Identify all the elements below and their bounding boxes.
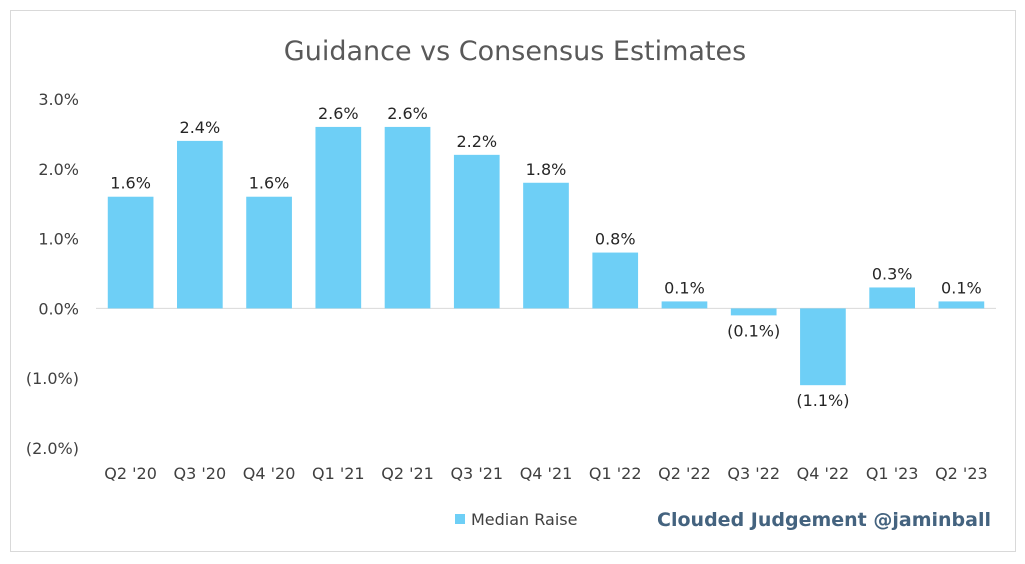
y-tick-label: 2.0% xyxy=(38,160,79,179)
bar-chart: Guidance vs Consensus Estimates 3.0% 2.0%… xyxy=(26,36,996,529)
bar xyxy=(246,196,292,309)
x-tick-label: Q2 '22 xyxy=(658,464,711,483)
data-label: 2.6% xyxy=(387,104,428,123)
data-label: 1.8% xyxy=(526,160,567,179)
bar xyxy=(869,287,915,309)
bar xyxy=(107,196,154,309)
data-label: 0.3% xyxy=(872,264,913,283)
data-label: 2.4% xyxy=(180,118,221,137)
x-tick-label: Q2 '20 xyxy=(104,464,157,483)
x-tick-label: Q1 '23 xyxy=(866,464,919,483)
y-tick-label: 0.0% xyxy=(38,299,79,318)
bar xyxy=(315,126,362,309)
x-tick-label: Q4 '21 xyxy=(520,464,573,483)
bars-group: 1.6% 2.4% 1.6% 2.6% 2.6% 2.2% 1.8% 0.8% 0.1% (0.1… xyxy=(107,104,985,410)
x-tick-label: Q2 '23 xyxy=(935,464,988,483)
x-tick-label: Q4 '22 xyxy=(797,464,850,483)
legend: Median Raise xyxy=(455,510,577,529)
x-tick-label: Q1 '21 xyxy=(312,464,365,483)
y-tick-label: (1.0%) xyxy=(26,369,79,388)
bar xyxy=(592,252,639,309)
bar xyxy=(800,308,846,386)
bar xyxy=(730,308,777,316)
bar xyxy=(523,182,569,309)
bar xyxy=(938,301,985,309)
data-label: 2.6% xyxy=(318,104,359,123)
data-label: 0.1% xyxy=(941,278,982,297)
y-tick-label: (2.0%) xyxy=(26,439,79,458)
bar xyxy=(661,301,708,309)
x-tick-label: Q3 '21 xyxy=(450,464,503,483)
x-axis: Q2 '20 Q3 '20 Q4 '20 Q1 '21 Q2 '21 Q3 '21 Q4 '… xyxy=(104,464,987,483)
bar xyxy=(453,154,500,309)
y-axis: 3.0% 2.0% 1.0% 0.0% (1.0%) (2.0%) xyxy=(26,90,996,458)
legend-swatch-median-raise xyxy=(455,514,465,524)
chart-title: Guidance vs Consensus Estimates xyxy=(284,36,746,67)
x-tick-label: Q2 '21 xyxy=(381,464,434,483)
x-tick-label: Q1 '22 xyxy=(589,464,642,483)
legend-label-median-raise: Median Raise xyxy=(471,510,577,529)
watermark-credit: Clouded Judgement @jaminball xyxy=(657,509,991,531)
data-label: 1.6% xyxy=(110,174,151,193)
data-label: (0.1%) xyxy=(727,321,780,340)
data-label: 0.8% xyxy=(595,230,636,249)
data-label: (1.1%) xyxy=(796,391,849,410)
data-label: 0.1% xyxy=(664,278,705,297)
bar xyxy=(384,126,431,309)
chart-frame: Guidance vs Consensus Estimates 3.0% 2.0%… xyxy=(10,10,1016,552)
x-tick-label: Q3 '22 xyxy=(727,464,780,483)
x-tick-label: Q4 '20 xyxy=(243,464,296,483)
y-tick-label: 3.0% xyxy=(38,90,79,109)
bar xyxy=(177,140,223,309)
x-tick-label: Q3 '20 xyxy=(174,464,227,483)
data-label: 1.6% xyxy=(249,174,290,193)
data-label: 2.2% xyxy=(456,132,497,151)
y-tick-label: 1.0% xyxy=(38,230,79,249)
